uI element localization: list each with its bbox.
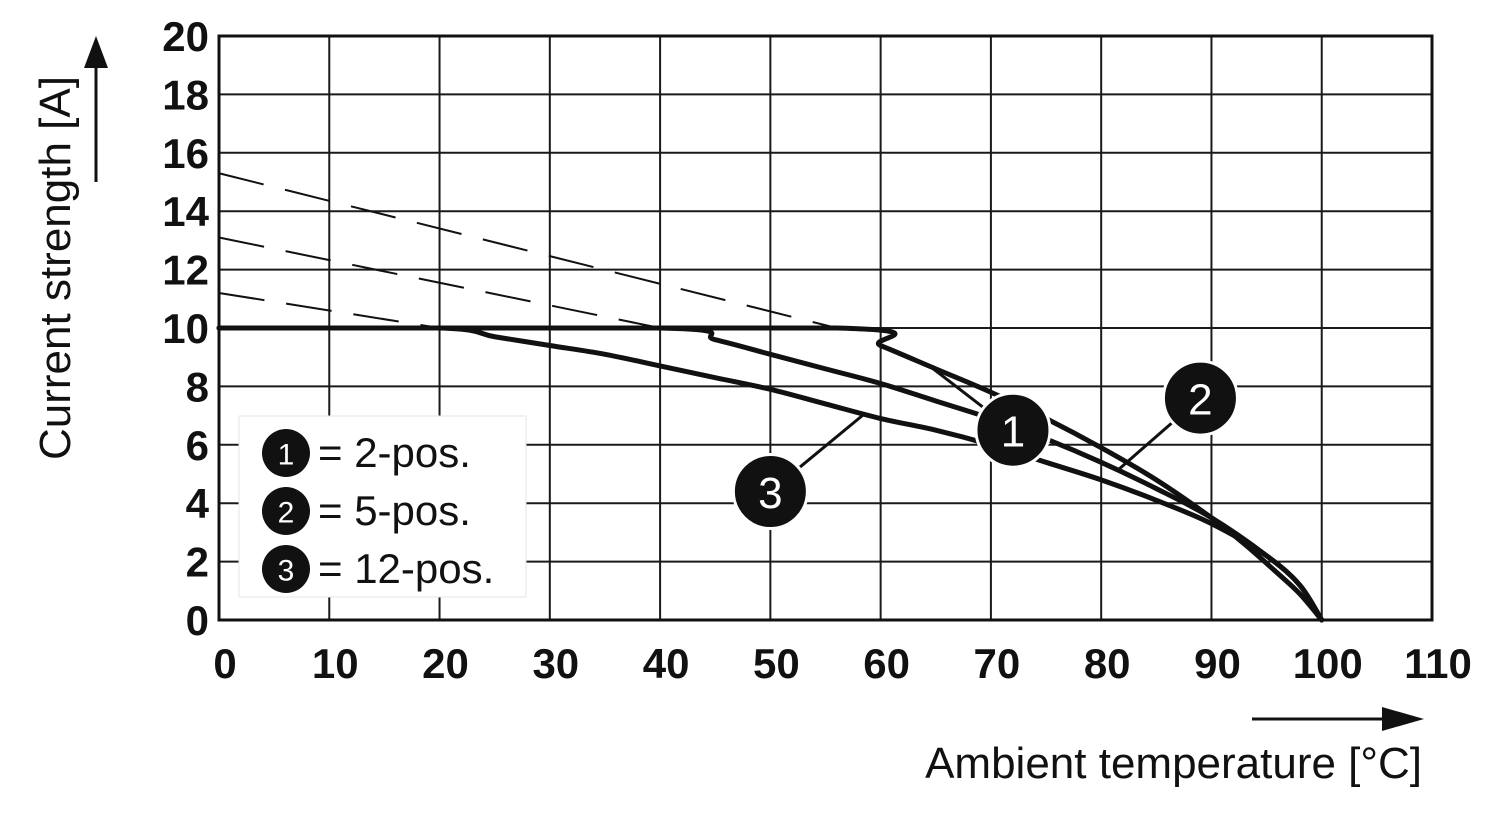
- y-tick-label-10: 10: [162, 305, 209, 352]
- x-tick-label-110: 110: [1404, 640, 1472, 687]
- x-tick-label-10: 10: [312, 640, 359, 687]
- x-tick-label-30: 30: [532, 640, 579, 687]
- y-tick-label-14: 14: [162, 188, 209, 235]
- legend-text-3: = 12-pos.: [318, 545, 494, 592]
- x-tick-label-0: 0: [213, 640, 236, 687]
- legend-marker-label-2: 2: [278, 497, 295, 530]
- y-axis-title-group: Current strength [A]: [31, 36, 108, 460]
- series-line-3: [216, 325, 1325, 623]
- legend-marker-2: [262, 487, 310, 535]
- x-tick-label-100: 100: [1293, 640, 1363, 687]
- x-axis-title-group: Ambient temperature [°C]: [925, 707, 1424, 788]
- marker-label-1: 1: [1001, 408, 1025, 457]
- legend-marker-1: [262, 429, 310, 477]
- x-axis-arrow-icon: [1382, 707, 1424, 731]
- y-tick-label-16: 16: [162, 130, 209, 177]
- y-tick-label-8: 8: [186, 363, 209, 410]
- marker-circle-2: [1161, 359, 1239, 437]
- x-tick-label-80: 80: [1084, 640, 1131, 687]
- y-tick-label-4: 4: [186, 480, 210, 527]
- y-axis-arrow-icon: [84, 36, 108, 68]
- y-tick-label-6: 6: [186, 422, 209, 469]
- y-tick-label-20: 20: [162, 13, 209, 60]
- marker-leader-3: [798, 412, 866, 469]
- derating-extensions: [218, 172, 837, 329]
- plot-frame: [217, 34, 1434, 622]
- legend: 1 = 2-pos. 2 = 5-pos. 3 = 12-pos.: [238, 415, 527, 598]
- y-axis-title: Current strength [A]: [31, 76, 80, 460]
- marker-leader-2: [1116, 421, 1173, 472]
- legend-marker-label-1: 1: [278, 439, 295, 472]
- y-tick-label-2: 2: [186, 539, 209, 586]
- derating-extension-2: [218, 236, 661, 329]
- marker-leader-1: [929, 365, 984, 409]
- legend-marker-3: [262, 545, 310, 593]
- legend-text-1: = 2-pos.: [318, 429, 471, 476]
- y-tick-label-18: 18: [162, 71, 209, 118]
- x-tick-label-70: 70: [974, 640, 1021, 687]
- marker-label-3: 3: [758, 469, 782, 518]
- series-line-1: [216, 325, 1325, 623]
- x-tick-label-20: 20: [422, 640, 469, 687]
- marker-label-2: 2: [1188, 376, 1212, 425]
- marker-circle-1: [974, 391, 1052, 469]
- x-axis-title: Ambient temperature [°C]: [925, 739, 1422, 788]
- x-tick-labels: 0 10 20 30 40 50 60 70 80 90 100 110: [213, 640, 1472, 687]
- x-tick-label-60: 60: [863, 640, 910, 687]
- derating-extension-1: [218, 172, 837, 329]
- y-tick-label-0: 0: [186, 597, 209, 644]
- marker-circle-3: [731, 453, 809, 531]
- x-tick-label-40: 40: [643, 640, 690, 687]
- legend-marker-label-3: 3: [278, 555, 295, 588]
- y-tick-label-12: 12: [162, 247, 209, 294]
- plot-border: [217, 34, 1434, 622]
- x-tick-label-90: 90: [1194, 640, 1241, 687]
- curve-markers: 1 2 3: [731, 359, 1239, 531]
- legend-text-2: = 5-pos.: [318, 487, 471, 534]
- y-tick-labels: 0 2 4 6 8 10 12 14 16 18 20: [162, 13, 209, 644]
- x-tick-label-50: 50: [753, 640, 800, 687]
- derating-extension-3: [218, 291, 440, 329]
